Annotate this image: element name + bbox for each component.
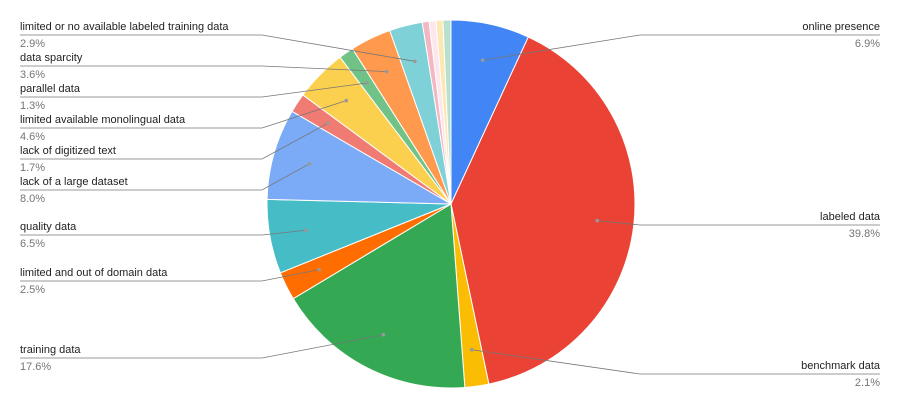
leader-line <box>20 163 310 191</box>
leader-line <box>20 100 347 129</box>
leader-dot <box>307 162 312 166</box>
slice-value-label: 2.9% <box>20 38 45 50</box>
slice-label: online presence <box>802 21 880 33</box>
slice-value-label: 1.3% <box>20 100 45 112</box>
slice-label: lack of digitized text <box>20 145 116 157</box>
leader-line <box>20 34 415 62</box>
slice-value-label: 3.6% <box>20 69 45 81</box>
slice-value-label: 17.6% <box>20 361 51 373</box>
leader-dot <box>326 121 330 125</box>
slice-label: parallel data <box>20 83 81 95</box>
leader-dot <box>317 267 322 272</box>
leader-dot <box>413 59 417 64</box>
leader-dot <box>344 98 349 103</box>
leader-line <box>482 34 880 61</box>
leader-dot <box>304 228 308 233</box>
leader-line <box>20 122 329 160</box>
slice-value-label: 6.9% <box>855 38 880 50</box>
slice-label: training data <box>20 344 81 356</box>
slice-label: limited or no available labeled training… <box>20 21 229 33</box>
slice-value-label: 39.8% <box>849 228 880 240</box>
leader-dot <box>469 347 474 352</box>
leader-line <box>597 220 880 226</box>
leader-line <box>20 334 384 359</box>
leader-line <box>20 82 368 98</box>
leader-dot <box>480 58 485 63</box>
pie-slice <box>442 19 452 205</box>
slice-label: lack of a large dataset <box>20 176 128 188</box>
slice-label: data sparcity <box>20 52 83 64</box>
slice-label: quality data <box>20 221 77 233</box>
leader-line <box>20 229 307 236</box>
slice-value-label: 4.6% <box>20 131 45 143</box>
leader-dot <box>595 218 600 223</box>
pie-slice <box>266 110 452 205</box>
slice-label: labeled data <box>820 211 881 223</box>
slice-value-label: 2.5% <box>20 284 45 296</box>
slice-value-label: 6.5% <box>20 238 45 250</box>
leader-line <box>20 269 320 282</box>
pie-slice <box>292 203 466 389</box>
slice-value-label: 8.0% <box>20 193 45 205</box>
leader-dot <box>384 69 389 74</box>
slice-label: limited available monolingual data <box>20 114 186 126</box>
leader-dot <box>365 81 369 85</box>
leader-line <box>20 65 387 73</box>
slice-value-label: 1.7% <box>20 162 45 174</box>
slice-label: benchmark data <box>801 360 881 372</box>
leader-line <box>471 349 880 375</box>
leader-dot <box>381 332 386 337</box>
slice-label: limited and out of domain data <box>20 267 168 279</box>
slice-value-label: 2.1% <box>855 377 880 389</box>
